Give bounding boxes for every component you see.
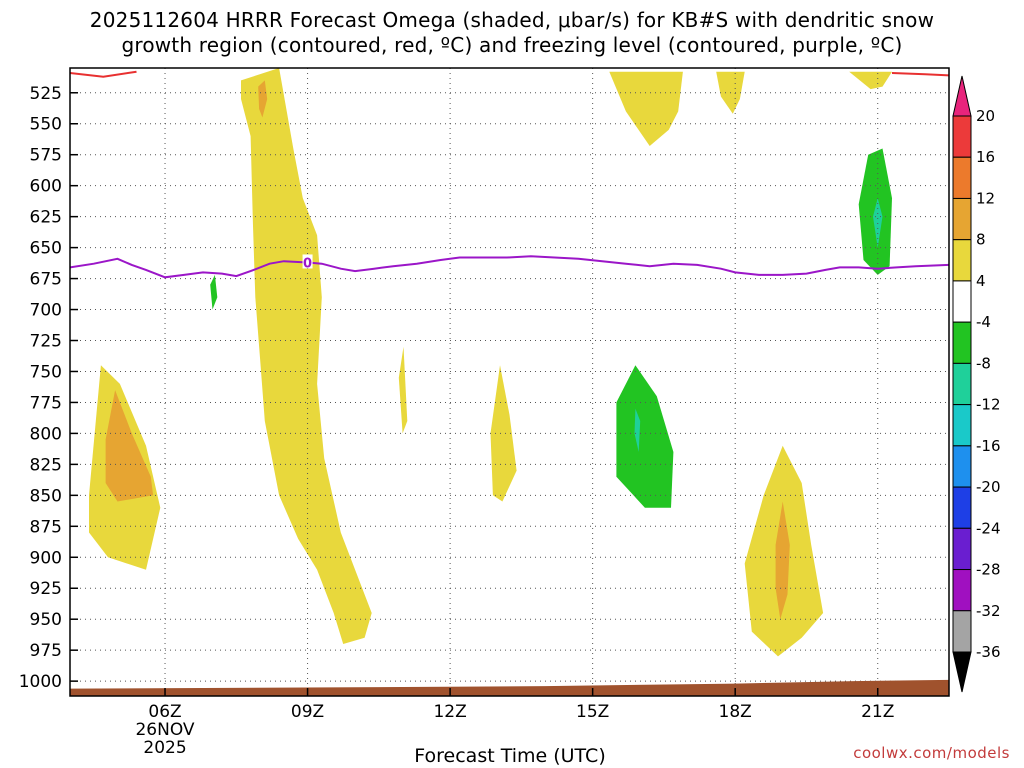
omega-negative-1600z-large xyxy=(599,92,949,566)
colorbar-segment-16 xyxy=(952,115,972,158)
colorbar-label--12: -12 xyxy=(976,396,1001,414)
omega-negative-0700z xyxy=(165,210,232,347)
colorbar-label-12: 12 xyxy=(976,189,995,207)
omega-negative-0830z-low xyxy=(236,532,303,682)
chart-title-line1: 2025112604 HRRR Forecast Omega (shaded, … xyxy=(89,8,935,32)
colorbar-segment--24 xyxy=(952,486,972,529)
x-tick-label-12Z: 12Z xyxy=(433,702,466,722)
colorbar-label--20: -20 xyxy=(976,478,1001,496)
freezing-level-label: 0 xyxy=(303,256,312,271)
terrain-layer xyxy=(70,679,949,696)
colorbar-segment-12 xyxy=(952,156,972,199)
colorbar-label--36: -36 xyxy=(976,643,1001,661)
y-tick-label-650: 650 xyxy=(30,239,62,259)
y-tick-label-525: 525 xyxy=(30,84,62,104)
colorbar-bottom-arrow xyxy=(952,651,972,693)
omega-negative-1300z xyxy=(488,194,505,254)
colorbar-label--28: -28 xyxy=(976,561,1001,579)
x-tick-label-09Z: 09Z xyxy=(291,702,324,722)
omega-positive-1630z-top xyxy=(609,71,683,146)
x-tick-year: 2025 xyxy=(143,738,186,758)
colorbar-segment--20 xyxy=(952,445,972,488)
y-axis: 525 550 575 600 625 650 675 700 725 750 775 800 825 8… xyxy=(19,84,78,692)
x-tick-date: 26NOV xyxy=(135,720,194,740)
y-tick-label-675: 675 xyxy=(30,270,62,290)
colorbar-top-arrow xyxy=(952,75,972,117)
colorbar-segment--32 xyxy=(952,569,972,612)
colorbar-segment--36 xyxy=(952,610,972,653)
colorbar-segment--28 xyxy=(952,527,972,571)
colorbar-segment--12 xyxy=(952,362,972,406)
y-tick-label-700: 700 xyxy=(30,301,62,321)
y-tick-label-900: 900 xyxy=(30,548,62,568)
omega-negative-1600z-center xyxy=(634,408,641,452)
omega-negative-0700z-core xyxy=(210,274,218,310)
x-axis-label: Forecast Time (UTC) xyxy=(414,745,606,767)
y-tick-label-925: 925 xyxy=(30,579,62,599)
colorbar-segment--16 xyxy=(952,404,972,447)
chart-title-line2: growth region (contoured, red, ºC) and f… xyxy=(121,33,903,57)
omega-positive-2100z-top xyxy=(849,71,892,90)
omega-positive-1900z-core xyxy=(775,501,790,620)
y-tick-label-750: 750 xyxy=(30,362,62,382)
omega-positive-0830z-core xyxy=(258,80,268,118)
omega-shaded-layer xyxy=(89,68,949,682)
contour-layer: 0 xyxy=(70,70,949,279)
omega-positive-0430z-core xyxy=(105,390,154,502)
colorbar-label--16: -16 xyxy=(976,437,1001,455)
y-tick-label-575: 575 xyxy=(30,146,62,166)
y-tick-label-975: 975 xyxy=(30,641,62,661)
y-tick-label-875: 875 xyxy=(30,517,62,537)
colorbar-segment--4 xyxy=(952,280,972,323)
omega-negative-2100z-center xyxy=(873,198,883,248)
y-tick-label-625: 625 xyxy=(30,208,62,228)
colorbar-segment-4 xyxy=(952,239,972,282)
colorbar-label-4: 4 xyxy=(976,272,986,290)
colorbar-label--8: -8 xyxy=(976,354,991,372)
x-tick-label-21Z: 21Z xyxy=(861,702,894,722)
y-tick-label-600: 600 xyxy=(30,177,62,197)
y-tick-label-850: 850 xyxy=(30,486,62,506)
colorbar-label-8: 8 xyxy=(976,231,986,249)
colorbar-label--4: -4 xyxy=(976,313,991,331)
y-tick-label-800: 800 xyxy=(30,424,62,444)
colorbar-segment--8 xyxy=(952,321,972,364)
colorbar-label--32: -32 xyxy=(976,602,1001,620)
omega-negative-1900z xyxy=(758,173,828,316)
colorbar-segment-8 xyxy=(952,197,972,241)
dgz-top-left xyxy=(70,70,137,78)
omega-negative-1600z-core xyxy=(616,365,674,508)
colorbar-label-20: 20 xyxy=(976,107,995,125)
plot-frame xyxy=(69,67,950,697)
x-tick-label-18Z: 18Z xyxy=(719,702,752,722)
y-tick-label-725: 725 xyxy=(30,332,62,352)
y-tick-label-950: 950 xyxy=(30,610,62,630)
terrain-ground xyxy=(70,679,949,696)
y-tick-label-1000: 1000 xyxy=(19,672,62,692)
y-tick-label-550: 550 xyxy=(30,115,62,135)
credit-link[interactable]: coolwx.com/models xyxy=(853,744,1010,762)
omega-positive-0830z-column xyxy=(241,68,372,644)
y-tick-label-775: 775 xyxy=(30,393,62,413)
freezing-level-line xyxy=(70,255,949,279)
omega-positive-1100z-sliver xyxy=(398,346,408,434)
dgz-top-right xyxy=(891,72,949,77)
freezing-level-label-bg xyxy=(302,254,313,269)
y-tick-label-825: 825 xyxy=(30,455,62,475)
colorbar-label--24: -24 xyxy=(976,519,1001,537)
x-tick-label-15Z: 15Z xyxy=(576,702,609,722)
colorbar: 20 16 12 8 4 -4 -8 -12 -16 -20 -24 -28 -32 -36 xyxy=(952,75,1001,693)
omega-positive-1300z xyxy=(490,365,517,502)
omega-negative-1100z-top xyxy=(359,71,415,106)
colorbar-label-16: 16 xyxy=(976,148,995,166)
x-tick-label-06Z: 06Z xyxy=(148,702,181,722)
